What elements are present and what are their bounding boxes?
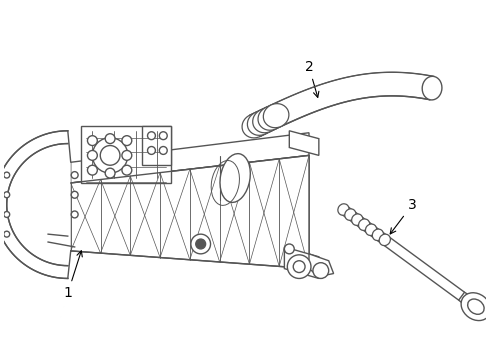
Circle shape xyxy=(100,145,120,165)
Circle shape xyxy=(93,138,128,173)
Circle shape xyxy=(71,211,78,218)
Circle shape xyxy=(88,165,98,175)
Ellipse shape xyxy=(359,219,370,230)
Polygon shape xyxy=(341,206,465,300)
Ellipse shape xyxy=(345,209,356,220)
Circle shape xyxy=(105,168,115,178)
Circle shape xyxy=(313,263,329,278)
Circle shape xyxy=(196,239,206,249)
Polygon shape xyxy=(289,131,319,156)
Ellipse shape xyxy=(242,114,268,138)
Ellipse shape xyxy=(352,214,363,225)
Polygon shape xyxy=(0,131,71,278)
Text: 3: 3 xyxy=(390,198,417,234)
Polygon shape xyxy=(142,126,171,165)
Circle shape xyxy=(88,136,98,145)
Polygon shape xyxy=(71,156,309,269)
Circle shape xyxy=(159,147,167,154)
Circle shape xyxy=(4,212,10,217)
Circle shape xyxy=(88,150,98,160)
Circle shape xyxy=(71,191,78,198)
Circle shape xyxy=(287,255,311,278)
Circle shape xyxy=(4,231,10,237)
Ellipse shape xyxy=(338,204,349,215)
Circle shape xyxy=(105,134,115,144)
Polygon shape xyxy=(80,126,171,183)
Ellipse shape xyxy=(467,299,484,314)
Circle shape xyxy=(4,192,10,198)
Ellipse shape xyxy=(247,111,273,135)
Ellipse shape xyxy=(253,109,278,133)
Ellipse shape xyxy=(379,234,391,246)
Circle shape xyxy=(122,150,132,160)
Circle shape xyxy=(122,136,132,145)
Ellipse shape xyxy=(263,104,289,128)
Circle shape xyxy=(147,147,155,154)
Circle shape xyxy=(71,172,78,179)
Circle shape xyxy=(284,244,294,254)
Polygon shape xyxy=(309,254,334,276)
Ellipse shape xyxy=(372,229,384,240)
Circle shape xyxy=(293,261,305,273)
Ellipse shape xyxy=(461,293,490,320)
Circle shape xyxy=(147,132,155,140)
Ellipse shape xyxy=(220,154,250,202)
Polygon shape xyxy=(284,247,319,278)
Ellipse shape xyxy=(258,106,284,130)
Circle shape xyxy=(191,234,211,254)
Circle shape xyxy=(4,172,10,178)
Text: 1: 1 xyxy=(63,251,82,300)
Polygon shape xyxy=(250,72,434,136)
Ellipse shape xyxy=(366,224,377,235)
Circle shape xyxy=(159,132,167,140)
Ellipse shape xyxy=(422,76,442,100)
Text: 2: 2 xyxy=(305,60,319,97)
Circle shape xyxy=(122,165,132,175)
Polygon shape xyxy=(71,133,309,183)
